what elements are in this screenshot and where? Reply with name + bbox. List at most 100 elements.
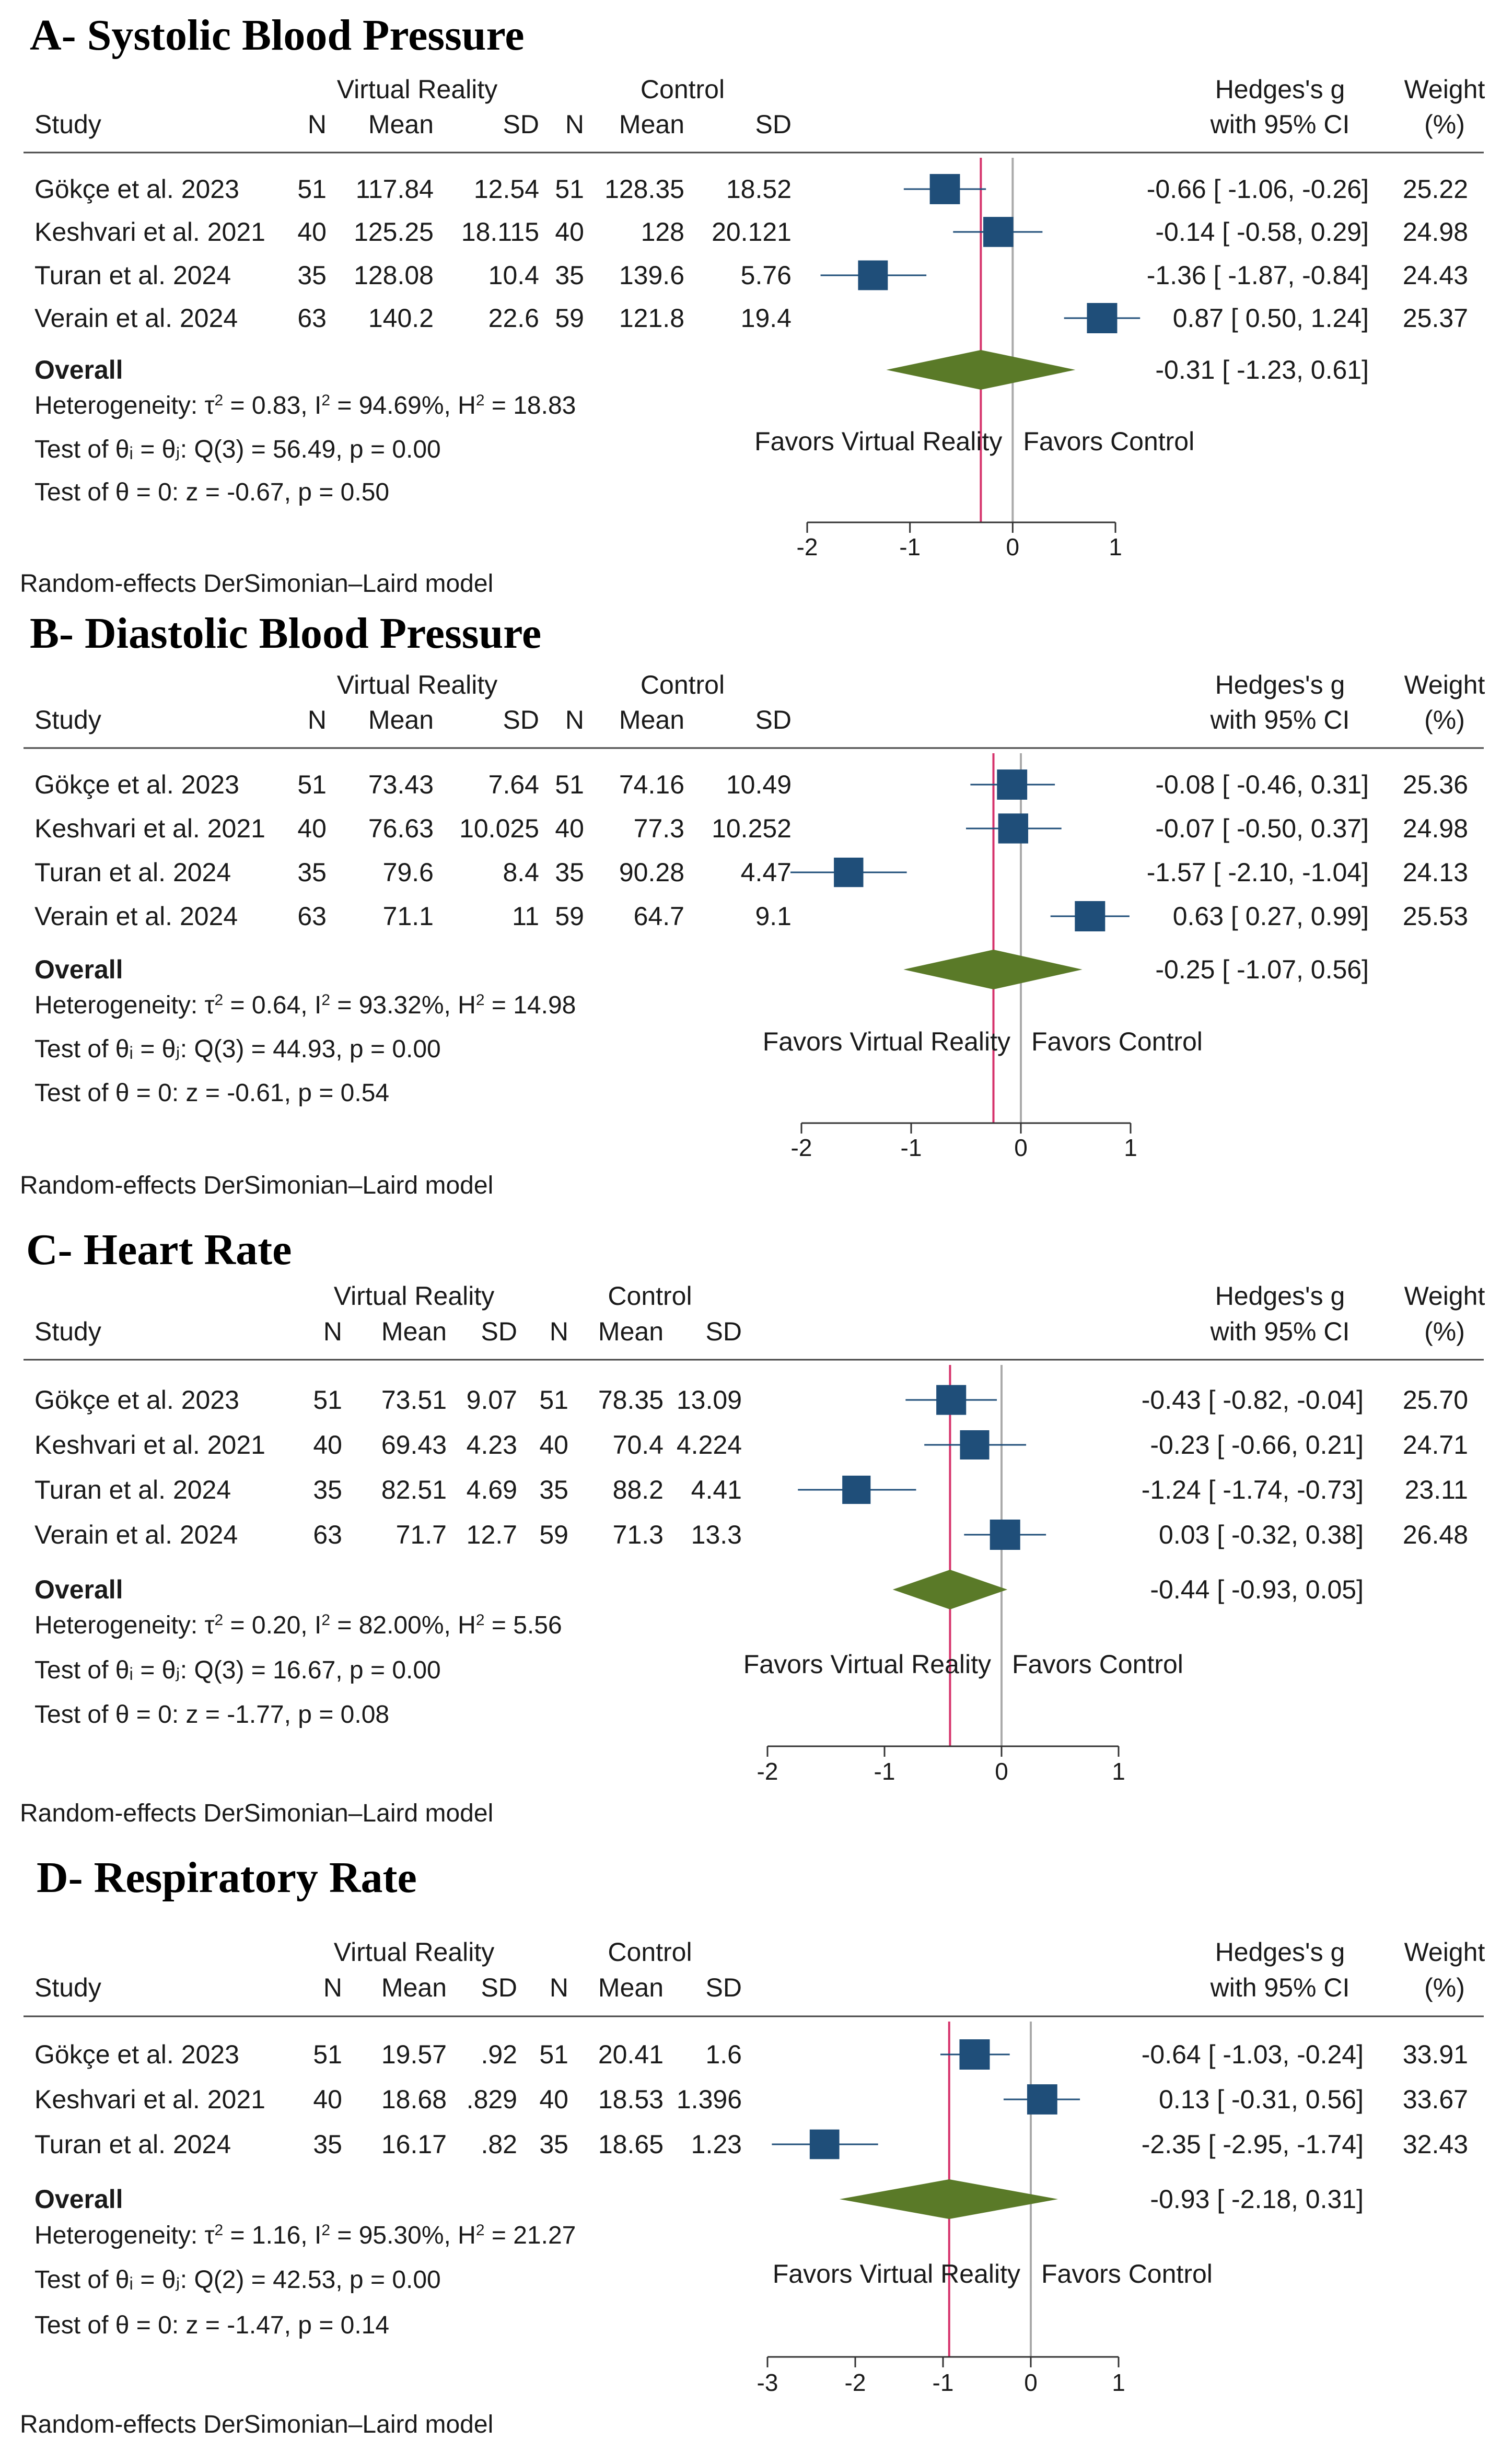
header-control-mean: Mean bbox=[598, 1317, 664, 1346]
effect-ci-text: -2.35 [ -2.95, -1.74] bbox=[1142, 2130, 1364, 2159]
control-mean: 121.8 bbox=[619, 303, 684, 333]
header-weight: Weight bbox=[1404, 670, 1485, 699]
header-weight: Weight bbox=[1404, 1937, 1485, 1967]
x-tick-label: -3 bbox=[757, 2369, 778, 2396]
vr-mean: 79.6 bbox=[383, 858, 434, 887]
heterogeneity-part: = 18.83 bbox=[485, 392, 576, 419]
z-test: Test of θ = 0: z = -1.47, p = 0.14 bbox=[34, 2311, 389, 2339]
study-marker bbox=[1075, 901, 1106, 931]
control-n: 40 bbox=[539, 1430, 568, 1459]
x-tick-label: 0 bbox=[1014, 1134, 1028, 1161]
q-test: Test of θᵢ = θⱼ: Q(3) = 56.49, p = 0.00 bbox=[34, 436, 441, 463]
vr-n: 63 bbox=[313, 1520, 342, 1549]
control-n: 51 bbox=[555, 174, 584, 204]
weight-text: 23.11 bbox=[1405, 1475, 1468, 1504]
header-vr-sd: SD bbox=[503, 110, 539, 139]
control-sd: 1.6 bbox=[705, 2040, 742, 2069]
header-control-sd: SD bbox=[755, 705, 792, 734]
control-sd: 19.4 bbox=[741, 303, 792, 333]
heterogeneity-stats: Heterogeneity: τ2 = 0.20, I2 = 82.00%, H… bbox=[34, 1611, 562, 1640]
header-vr-sd: SD bbox=[503, 705, 539, 734]
superscript: 2 bbox=[321, 392, 330, 409]
header-study: Study bbox=[34, 705, 101, 734]
effect-ci-text: -0.43 [ -0.82, -0.04] bbox=[1142, 1385, 1364, 1415]
weight-text: 25.53 bbox=[1403, 902, 1468, 931]
header-control-mean: Mean bbox=[598, 1973, 664, 2002]
vr-n: 40 bbox=[313, 1430, 342, 1459]
overall-ci-text: -0.31 [ -1.23, 0.61] bbox=[1155, 355, 1369, 384]
vr-sd: .82 bbox=[481, 2130, 517, 2159]
superscript: 2 bbox=[476, 392, 485, 409]
overall-diamond bbox=[903, 950, 1083, 989]
header-study: Study bbox=[34, 1317, 101, 1346]
vr-mean: 18.68 bbox=[381, 2085, 447, 2114]
study-name: Verain et al. 2024 bbox=[34, 902, 238, 931]
header-control-n: N bbox=[550, 1317, 568, 1346]
vr-mean: 140.2 bbox=[368, 303, 434, 333]
q-test: Test of θᵢ = θⱼ: Q(3) = 16.67, p = 0.00 bbox=[34, 1656, 441, 1684]
heterogeneity-part: Heterogeneity: τ bbox=[34, 2222, 215, 2249]
overall-ci-text: -0.44 [ -0.93, 0.05] bbox=[1150, 1575, 1364, 1604]
forest-panel-1: A- Systolic Blood Pressure Virtual Realit… bbox=[20, 11, 1485, 598]
header-vr-mean: Mean bbox=[381, 1317, 447, 1346]
study-name: Gökçe et al. 2023 bbox=[34, 770, 239, 799]
control-mean: 78.35 bbox=[598, 1385, 664, 1415]
q-test: Test of θᵢ = θⱼ: Q(2) = 42.53, p = 0.00 bbox=[34, 2266, 441, 2294]
header-ci: with 95% CI bbox=[1210, 705, 1350, 734]
header-control-sd: SD bbox=[706, 1317, 742, 1346]
vr-sd: 12.7 bbox=[467, 1520, 517, 1549]
heterogeneity-part: = 95.30%, H bbox=[330, 2222, 476, 2249]
header-effect-size: Hedges's g bbox=[1215, 1937, 1345, 1967]
header-weight-unit: (%) bbox=[1424, 705, 1465, 734]
vr-n: 35 bbox=[313, 2130, 342, 2159]
control-n: 59 bbox=[539, 1520, 568, 1549]
effect-ci-text: 0.03 [ -0.32, 0.38] bbox=[1159, 1520, 1364, 1549]
study-marker bbox=[858, 260, 888, 290]
effect-ci-text: 0.87 [ 0.50, 1.24] bbox=[1173, 303, 1369, 333]
overall-label: Overall bbox=[34, 355, 123, 384]
header-group-control: Control bbox=[608, 1937, 692, 1967]
favors-left-label: Favors Virtual Reality bbox=[773, 2259, 1020, 2288]
vr-mean: 69.43 bbox=[381, 1430, 447, 1459]
study-marker bbox=[983, 217, 1014, 247]
study-marker bbox=[998, 813, 1028, 844]
vr-n: 35 bbox=[313, 1475, 342, 1504]
superscript: 2 bbox=[321, 1611, 330, 1629]
model-note: Random-effects DerSimonian–Laird model bbox=[20, 1172, 493, 1199]
x-tick-label: 1 bbox=[1124, 1134, 1137, 1161]
heterogeneity-part: = 5.56 bbox=[485, 1611, 562, 1639]
heterogeneity-part: Heterogeneity: τ bbox=[34, 392, 215, 419]
superscript: 2 bbox=[321, 2222, 330, 2239]
control-sd: 4.224 bbox=[677, 1430, 742, 1459]
control-sd: 4.41 bbox=[691, 1475, 742, 1504]
effect-ci-text: -0.14 [ -0.58, 0.29] bbox=[1155, 217, 1369, 247]
favors-right-label: Favors Control bbox=[1031, 1027, 1203, 1056]
study-marker bbox=[936, 1385, 967, 1415]
effect-ci-text: -1.36 [ -1.87, -0.84] bbox=[1147, 261, 1369, 290]
vr-mean: 19.57 bbox=[381, 2040, 447, 2069]
z-test: Test of θ = 0: z = -0.61, p = 0.54 bbox=[34, 1079, 389, 1107]
effect-ci-text: -1.57 [ -2.10, -1.04] bbox=[1147, 858, 1369, 887]
vr-mean: 73.43 bbox=[368, 770, 434, 799]
study-marker bbox=[929, 174, 960, 204]
superscript: 2 bbox=[214, 991, 223, 1009]
x-tick-label: 0 bbox=[1024, 2369, 1038, 2396]
model-note: Random-effects DerSimonian–Laird model bbox=[20, 1800, 493, 1827]
control-n: 59 bbox=[555, 902, 584, 931]
heterogeneity-part: = 82.00%, H bbox=[330, 1611, 476, 1639]
superscript: 2 bbox=[476, 2222, 485, 2239]
overall-diamond bbox=[886, 350, 1076, 390]
control-n: 51 bbox=[539, 2040, 568, 2069]
heterogeneity-part: = 93.32%, H bbox=[330, 991, 476, 1019]
header-weight-unit: (%) bbox=[1424, 1973, 1465, 2002]
vr-n: 63 bbox=[297, 303, 327, 333]
effect-ci-text: -0.66 [ -1.06, -0.26] bbox=[1147, 174, 1369, 204]
vr-mean: 76.63 bbox=[368, 814, 434, 843]
effect-ci-text: -0.64 [ -1.03, -0.24] bbox=[1142, 2040, 1364, 2069]
weight-text: 25.22 bbox=[1403, 174, 1468, 204]
panel-title: A- Systolic Blood Pressure bbox=[30, 11, 525, 60]
vr-n: 35 bbox=[297, 261, 327, 290]
weight-text: 25.70 bbox=[1403, 1385, 1468, 1415]
study-name: Turan et al. 2024 bbox=[34, 1475, 231, 1504]
superscript: 2 bbox=[214, 392, 223, 409]
